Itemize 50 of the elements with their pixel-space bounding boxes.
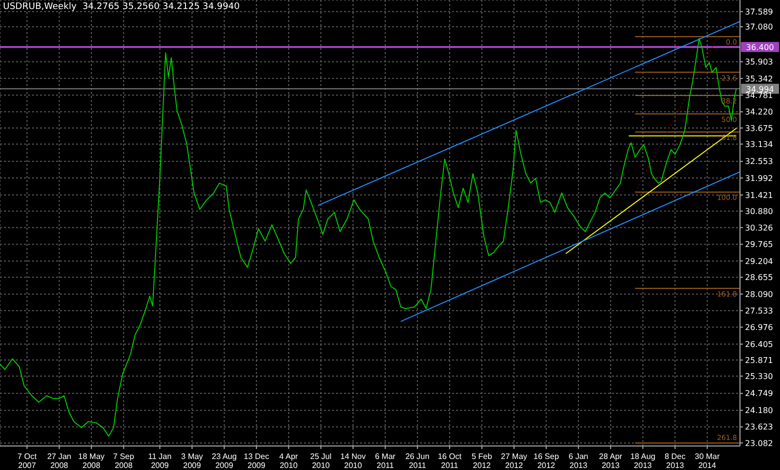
x-tick-label: 7 Oct 2007 [17, 452, 38, 470]
x-tick-label: 4 Apr 2010 [279, 452, 298, 470]
y-tick-label: 25.330 [745, 372, 773, 381]
x-tick-label: 16 Oct 2011 [438, 452, 462, 470]
x-tick-label: 25 Jul 2010 [310, 452, 332, 470]
y-tick-label: 31.421 [745, 190, 773, 200]
x-tick-label: 8 Dec 2013 [664, 452, 686, 470]
y-tick-label: 30.880 [745, 206, 773, 216]
x-tick-label: 11 Jan 2009 [148, 452, 172, 470]
y-tick-label: 32.553 [745, 157, 773, 166]
y-tick-label: 26.405 [745, 340, 773, 350]
y-tick-label: 23.082 [745, 438, 773, 448]
x-tick-label: 6 Jan 2013 [568, 452, 588, 470]
y-tick-label: 34.781 [745, 90, 773, 100]
y-tick-label: 25.871 [745, 356, 773, 365]
x-tick-label: 7 Sep 2008 [113, 452, 135, 470]
x-tick-label: 27 May 2012 [500, 452, 528, 470]
ref-line-label: 36.400 [746, 42, 774, 52]
chart-title: USDRUB,Weekly 34.2765 35.2560 34.2125 34.9940 [3, 2, 240, 12]
y-tick-label: 26.976 [745, 323, 773, 332]
y-tick-label: 37.589 [745, 7, 773, 16]
y-tick-label: 37.080 [745, 22, 773, 32]
y-tick-label: 28.655 [745, 273, 773, 282]
x-tick-label: 23 Aug 2009 [212, 452, 237, 470]
y-tick-label: 35.903 [745, 58, 773, 67]
x-tick-label: 26 Jun 2011 [405, 452, 430, 470]
x-tick-label: 18 Aug 2013 [630, 452, 656, 470]
y-tick-label: 31.992 [745, 174, 773, 183]
x-tick-label: 5 Feb 2012 [472, 452, 493, 470]
y-tick-label: 24.749 [745, 389, 773, 398]
x-tick-label: 27 Jan 2008 [47, 452, 72, 470]
y-tick-label: 23.623 [745, 422, 773, 432]
x-tick-label: 14 Nov 2010 [340, 452, 366, 470]
y-tick-label: 35.342 [745, 74, 773, 84]
x-tick-label: 30 Mar 2014 [694, 452, 720, 470]
x-tick-label: 16 Sep 2012 [534, 452, 560, 470]
y-tick-label: 33.134 [745, 140, 773, 149]
x-tick-label: 18 May 2008 [78, 452, 105, 470]
y-tick-label: 34.220 [745, 108, 773, 117]
y-tick-label: 29.204 [745, 256, 773, 266]
y-tick-label: 29.765 [745, 240, 773, 250]
y-tick-label: 30.326 [745, 223, 773, 232]
x-tick-label: 3 May 2009 [181, 452, 203, 470]
y-tick-label: 33.675 [745, 124, 773, 133]
x-tick-label: 13 Dec 2009 [244, 452, 270, 470]
x-tick-label: 6 Mar 2011 [375, 452, 396, 470]
y-tick-label: 28.090 [745, 290, 773, 299]
y-tick-label: 24.180 [745, 406, 773, 416]
y-tick-label: 27.533 [745, 306, 773, 316]
x-tick-label: 28 Apr 2013 [599, 452, 623, 470]
